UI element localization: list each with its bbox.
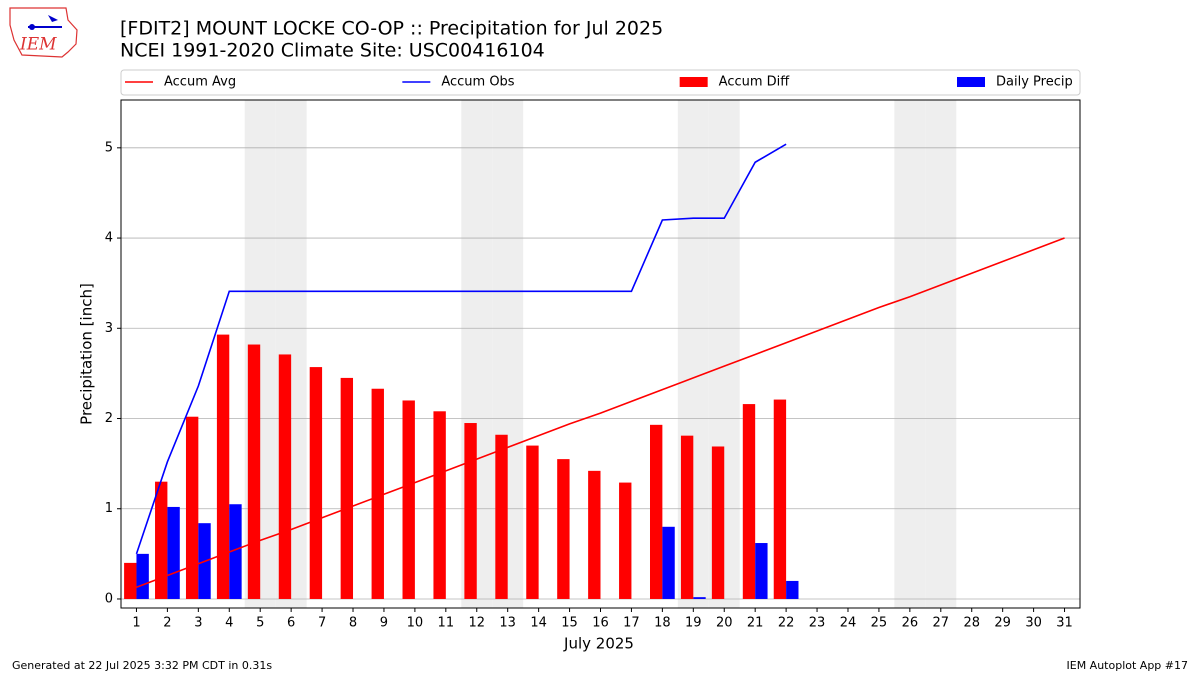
weekend-band: [894, 100, 926, 608]
x-tick-label: 23: [809, 616, 826, 631]
x-tick-label: 18: [654, 616, 671, 631]
bar: [402, 400, 415, 599]
bar: [247, 344, 261, 599]
bar: [371, 388, 384, 599]
x-tick-label: 25: [871, 616, 888, 631]
logo: IEM: [9, 7, 78, 58]
plot-frame: [120, 99, 1081, 609]
y-tick-label: 5: [105, 140, 113, 155]
x-tick-label: 20: [716, 616, 733, 631]
bar: [588, 470, 601, 599]
bar: [464, 423, 477, 599]
x-tick-label: 4: [225, 616, 233, 631]
bar: [680, 435, 694, 599]
x-tick-label: 17: [623, 616, 640, 631]
bar: [216, 334, 230, 599]
x-tick-label: 30: [1025, 616, 1042, 631]
logo-text: IEM: [19, 35, 57, 55]
x-tick-label: 3: [194, 616, 202, 631]
x-tick-label: 7: [318, 616, 326, 631]
x-tick-label: 22: [778, 616, 795, 631]
weekend-band: [925, 100, 957, 608]
x-tick-label: 2: [163, 616, 171, 631]
y-tick-label: 1: [105, 501, 113, 516]
bar: [185, 416, 199, 599]
legend-label: Accum Obs: [441, 75, 514, 90]
chart-title: [FDIT2] MOUNT LOCKE CO-OP :: Precipitati…: [120, 18, 663, 40]
x-tick-label: 1: [132, 616, 140, 631]
x-tick-label: 12: [468, 616, 485, 631]
x-tick-label: 6: [287, 616, 295, 631]
x-tick-label: 19: [685, 616, 702, 631]
bar: [167, 506, 180, 599]
y-tick-label: 0: [105, 591, 113, 606]
footer-left: Generated at 22 Jul 2025 3:32 PM CDT in …: [12, 659, 272, 672]
logo-outline: [9, 7, 78, 58]
bar: [340, 377, 354, 599]
x-tick-label: 26: [902, 616, 919, 631]
logo-icon: [48, 15, 58, 22]
legend-swatch: [957, 77, 985, 87]
bar: [155, 481, 168, 599]
y-tick-label: 4: [105, 231, 113, 246]
footer-right: IEM Autoplot App #17: [1067, 659, 1189, 672]
x-tick-label: 10: [407, 616, 424, 631]
legend-label: Accum Diff: [719, 75, 791, 90]
x-tick-label: 21: [747, 616, 764, 631]
legend-swatch: [679, 77, 708, 87]
x-tick-label: 29: [994, 616, 1011, 631]
bar: [649, 424, 663, 599]
bar: [786, 580, 799, 599]
x-tick-label: 14: [530, 616, 547, 631]
bar: [136, 553, 149, 599]
bar: [711, 446, 725, 599]
x-tick-label: 27: [933, 616, 950, 631]
logo-icon: [29, 24, 35, 30]
legend-box: [120, 69, 1081, 96]
x-tick-label: 9: [380, 616, 388, 631]
bar: [309, 367, 323, 599]
bar: [693, 597, 706, 599]
bar: [742, 404, 756, 599]
x-tick-label: 11: [438, 616, 455, 631]
x-tick-label: 31: [1056, 616, 1073, 631]
x-axis-label: July 2025: [563, 635, 634, 653]
y-axis-label: Precipitation [inch]: [78, 283, 96, 425]
line: [135, 143, 787, 555]
legend-label: Accum Avg: [164, 75, 236, 90]
x-tick-label: 13: [499, 616, 516, 631]
bar: [773, 399, 787, 599]
legend-label: Daily Precip: [996, 75, 1073, 90]
x-tick-label: 28: [963, 616, 980, 631]
bar: [526, 445, 539, 599]
x-tick-label: 24: [840, 616, 857, 631]
bar: [619, 482, 632, 599]
x-tick-label: 5: [256, 616, 264, 631]
chart-subtitle: NCEI 1991-2020 Climate Site: USC00416104: [120, 40, 545, 62]
y-tick-label: 3: [105, 321, 113, 336]
x-tick-label: 16: [592, 616, 609, 631]
bar: [495, 434, 508, 599]
bar: [557, 459, 570, 599]
y-tick-label: 2: [105, 411, 113, 426]
bar: [124, 562, 137, 599]
x-tick-label: 15: [561, 616, 578, 631]
bar: [755, 543, 768, 599]
bar: [433, 411, 446, 599]
line: [136, 237, 1065, 588]
bar: [229, 504, 242, 599]
bar: [662, 526, 675, 599]
x-tick-label: 8: [349, 616, 357, 631]
bar: [278, 354, 292, 599]
